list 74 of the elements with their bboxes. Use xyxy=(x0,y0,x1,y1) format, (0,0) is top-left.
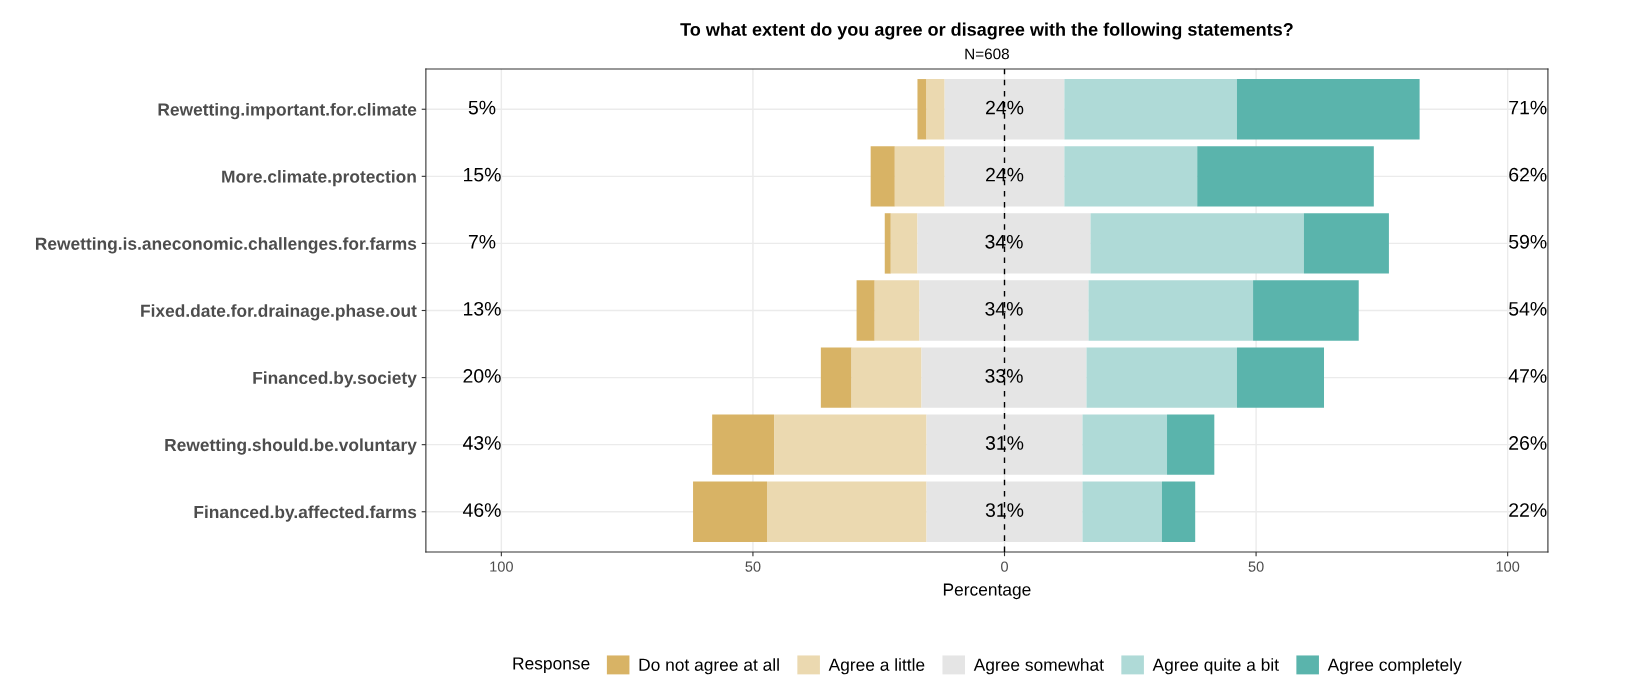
y-tick-label: Financed.by.affected.farms xyxy=(194,505,417,522)
bar xyxy=(894,146,945,207)
x-tick-label: 100 xyxy=(490,561,513,572)
y-tick-label: Rewetting.important.for.climate xyxy=(158,102,417,120)
annotation: 20% xyxy=(463,369,501,383)
bar xyxy=(1082,414,1168,475)
annotation: 62% xyxy=(1509,167,1547,182)
bar xyxy=(944,146,1065,207)
bar xyxy=(1086,347,1237,408)
legend-title: Response xyxy=(513,657,590,674)
x-tick-label: 50 xyxy=(1248,561,1264,572)
bar xyxy=(917,79,927,140)
annotation: 43% xyxy=(462,436,501,450)
chart-title: To what extent do you agree or disagree with the following statements? xyxy=(680,22,1293,40)
data-label: 24% xyxy=(986,100,1024,115)
data-label: 34% xyxy=(985,301,1023,316)
legend-label: Do not agree at all xyxy=(639,658,779,675)
annotation: 71% xyxy=(1509,100,1547,115)
bar xyxy=(1082,481,1162,542)
bar xyxy=(926,79,945,140)
bar xyxy=(693,481,768,542)
bar xyxy=(870,146,895,207)
annotation: 47% xyxy=(1508,369,1547,383)
annotation: 46% xyxy=(462,503,501,517)
bar xyxy=(1167,414,1215,475)
bar xyxy=(874,280,920,341)
legend-label: Agree somewhat xyxy=(973,658,1104,675)
legend-label: Agree a little xyxy=(828,658,925,675)
annotation: 13% xyxy=(464,301,501,316)
bar xyxy=(890,213,918,274)
y-tick-label: More.climate.protection xyxy=(222,170,416,187)
bar xyxy=(767,481,927,542)
annotation: 54% xyxy=(1509,302,1547,316)
bar xyxy=(856,280,875,341)
data-label: 34% xyxy=(985,234,1023,249)
data-label: 24% xyxy=(986,167,1024,182)
annotation: 26% xyxy=(1509,436,1547,450)
bar xyxy=(712,414,775,475)
bar xyxy=(1197,146,1374,207)
bar xyxy=(774,414,927,475)
annotation: 5% xyxy=(468,100,496,115)
y-tick-label: Rewetting.should.be.voluntary xyxy=(165,438,417,455)
bar xyxy=(1088,280,1254,341)
y-tick-label: Rewetting.is.aneconomic.challenges.for.farms xyxy=(35,237,417,254)
bar xyxy=(851,347,922,408)
x-tick-label: 100 xyxy=(1496,561,1520,572)
bar xyxy=(1303,213,1389,274)
annotation: 15% xyxy=(464,167,501,182)
bar xyxy=(919,280,1089,341)
x-axis-title: Percentage xyxy=(943,583,1031,600)
data-label: 31% xyxy=(985,503,1024,517)
y-tick-label: Fixed.date.for.drainage.phase.out xyxy=(141,304,417,321)
data-label: 31% xyxy=(985,436,1024,450)
bar xyxy=(1064,146,1198,207)
x-tick-label: 50 xyxy=(745,561,761,572)
bar xyxy=(1064,79,1237,140)
bar xyxy=(884,213,891,274)
bar xyxy=(820,347,852,408)
y-tick-label: Financed.by.society xyxy=(253,371,417,388)
bar xyxy=(1253,280,1359,341)
x-tick-label: 0 xyxy=(1001,561,1008,572)
data-label: 33% xyxy=(985,369,1023,383)
annotation: 22% xyxy=(1509,503,1547,517)
bar xyxy=(1236,347,1325,408)
chart-subtitle: N=608 xyxy=(965,48,1009,60)
bar xyxy=(917,213,1091,274)
bar xyxy=(1236,79,1420,140)
bar xyxy=(921,347,1087,408)
annotation: 7% xyxy=(468,234,496,249)
legend-label: Agree completely xyxy=(1327,658,1462,675)
bar xyxy=(1090,213,1304,274)
bar xyxy=(1161,481,1196,542)
annotation: 59% xyxy=(1509,234,1547,249)
legend-label: Agree quite a bit xyxy=(1152,658,1279,675)
